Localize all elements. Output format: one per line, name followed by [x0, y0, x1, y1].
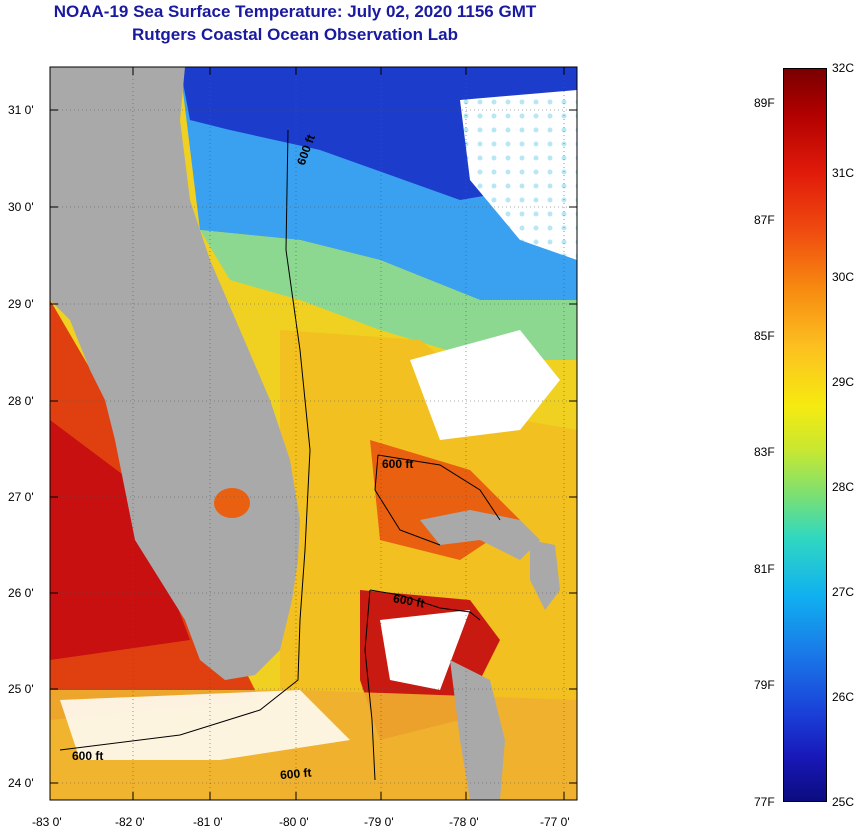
contour-label-west: 600 ft — [72, 749, 103, 763]
cloud-1 — [410, 330, 560, 440]
map-frame — [49, 66, 578, 801]
cloud-4 — [60, 690, 350, 760]
transition-zone — [200, 230, 577, 360]
colorbar-label-27c: 27C — [832, 585, 855, 599]
lon-label-79: -79 0' — [364, 815, 394, 829]
florida-land — [50, 67, 300, 680]
lon-label-81: -81 0' — [193, 815, 223, 829]
lat-label-24: 24 0' — [8, 776, 34, 790]
colorbar-label-87f: 87F — [754, 213, 775, 227]
lat-label-29: 29 0' — [8, 297, 34, 311]
colorbar-label-89f: 89F — [754, 96, 775, 110]
map-title: NOAA-19 Sea Surface Temperature: July 02… — [53, 2, 537, 21]
lat-label-26: 26 0' — [8, 586, 34, 600]
lat-label-25: 25 0' — [8, 682, 34, 696]
lat-label-28: 28 0' — [8, 394, 34, 408]
colorbar-label-85f: 85F — [754, 329, 775, 343]
lon-label-78: -78 0' — [449, 815, 479, 829]
contour-600ft-bahamas-north — [377, 454, 501, 521]
colorbar-label-32c: 32C — [832, 61, 855, 75]
contour-600ft-florida — [59, 129, 311, 751]
gulf-hot-patch — [50, 420, 190, 660]
lake-okeechobee — [214, 488, 250, 518]
temperature-colorbar — [783, 68, 827, 802]
lat-label-31: 31 0' — [8, 103, 34, 117]
gulf-stream — [280, 330, 577, 800]
lon-label-82: -82 0' — [115, 815, 145, 829]
abaco-land — [530, 540, 560, 610]
lon-label-83: -83 0' — [32, 815, 62, 829]
contour-label-south: 600 ft — [280, 765, 312, 782]
colorbar-label-81f: 81F — [754, 562, 775, 576]
colorbar-label-31c: 31C — [832, 166, 855, 180]
grand-bahama-land — [420, 510, 540, 560]
colorbar-label-26c: 26C — [832, 690, 855, 704]
lat-label-30: 30 0' — [8, 200, 34, 214]
andros-land — [450, 660, 505, 800]
lon-label-77: -77 0' — [540, 815, 570, 829]
contour-label-bahamas: 600 ft — [382, 457, 413, 471]
lat-label-27: 27 0' — [8, 490, 34, 504]
cloud-2 — [460, 90, 577, 260]
colorbar-label-29c: 29C — [832, 375, 855, 389]
map-image: 600 ft 600 ft 600 ft 600 ft 600 ft — [50, 67, 577, 800]
contour-600ft-tongue — [369, 589, 481, 621]
lon-label-80: -80 0' — [279, 815, 309, 829]
colorbar-label-30c: 30C — [832, 270, 855, 284]
colorbar-label-79f: 79F — [754, 678, 775, 692]
colorbar-label-25c: 25C — [832, 795, 855, 809]
map-subtitle: Rutgers Coastal Ocean Observation Lab — [132, 25, 458, 44]
colorbar-label-83f: 83F — [754, 445, 775, 459]
colorbar-label-28c: 28C — [832, 480, 855, 494]
cloud-3 — [380, 610, 470, 690]
contour-600ft-bahamas-west — [374, 454, 441, 546]
contour-label-tongue: 600 ft — [392, 591, 425, 610]
colorbar-label-77f: 77F — [754, 795, 775, 809]
contour-600ft-tongue-west — [364, 589, 376, 781]
axis-ticks — [50, 67, 577, 800]
